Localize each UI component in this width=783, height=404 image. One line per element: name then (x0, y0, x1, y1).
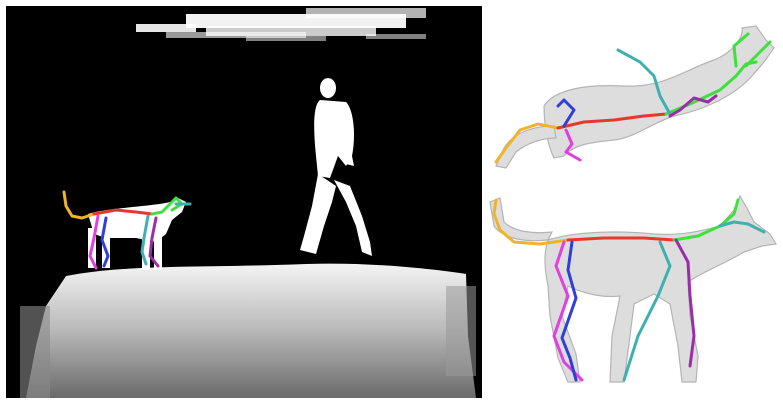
floor-depth (26, 263, 476, 398)
hind-leg-left-bone (556, 98, 576, 128)
depth-image-panel (6, 6, 482, 398)
hind-leg-right-bone (560, 240, 578, 382)
tail-bone (62, 190, 96, 220)
front-leg-left-bone (140, 214, 150, 266)
mesh-top-view (494, 25, 775, 169)
person-silhouette (300, 78, 372, 256)
dog-skeleton-top (494, 32, 772, 164)
mesh-side-view-panel (484, 186, 780, 398)
depth-image (6, 6, 482, 398)
front-leg-right-bone (668, 94, 718, 118)
spine-bone (566, 236, 676, 242)
front-leg-right-bone (674, 238, 696, 368)
ear-bone (718, 220, 766, 234)
tail-bone (494, 122, 560, 164)
front-leg-left-bone (616, 48, 672, 116)
hind-leg-left-bone (552, 240, 584, 382)
dog-mesh-top (495, 25, 775, 169)
dog-skeleton-2d (62, 190, 192, 270)
hind-leg-right-bone (100, 216, 110, 268)
spine-bone (92, 208, 154, 216)
front-leg-left-bone (622, 240, 672, 382)
tail-bone (492, 198, 570, 246)
ear-bone (732, 32, 750, 68)
front-leg-right-bone (148, 216, 160, 268)
hind-leg-left-bone (88, 214, 100, 270)
spine-bone (556, 112, 668, 130)
mesh-top-view-panel (484, 6, 780, 192)
mesh-side-view (489, 194, 777, 383)
hind-leg-right-bone (564, 128, 582, 162)
dog-skeleton-side (492, 198, 766, 382)
ear-bone-2 (744, 40, 772, 68)
ceiling-noise (136, 8, 426, 41)
